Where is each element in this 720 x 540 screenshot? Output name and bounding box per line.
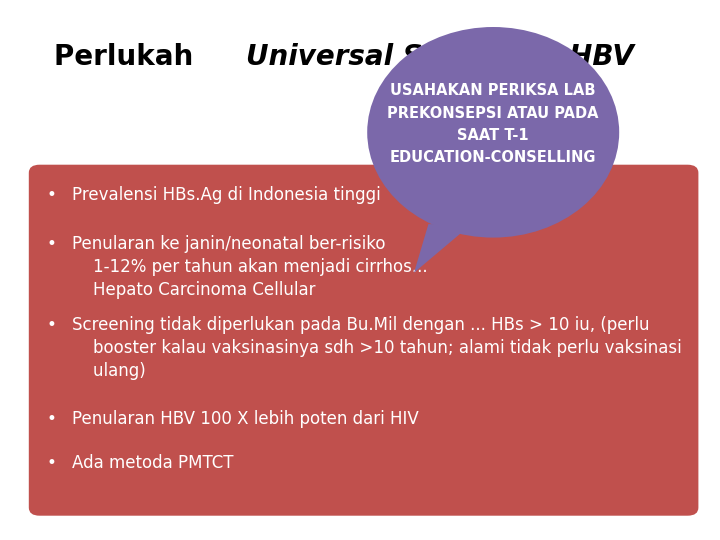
FancyBboxPatch shape xyxy=(29,165,698,516)
Text: Penularan ke janin/neonatal ber-risiko
    1-12% per tahun akan menjadi cirrhos.: Penularan ke janin/neonatal ber-risiko 1… xyxy=(72,235,428,299)
Text: •: • xyxy=(47,316,57,334)
Ellipse shape xyxy=(367,27,619,238)
Text: Penularan HBV 100 X lebih poten dari HIV: Penularan HBV 100 X lebih poten dari HIV xyxy=(72,410,419,428)
Text: •: • xyxy=(47,454,57,471)
Text: Prevalensi HBs.Ag di Indonesia tinggi: Prevalensi HBs.Ag di Indonesia tinggi xyxy=(72,186,381,204)
Text: Screening tidak diperlukan pada Bu.Mil dengan ... HBs > 10 iu, (perlu
    booste: Screening tidak diperlukan pada Bu.Mil d… xyxy=(72,316,682,380)
Text: Ada metoda PMTCT: Ada metoda PMTCT xyxy=(72,454,233,471)
Text: USAHAKAN PERIKSA LAB
PREKONSEPSI ATAU PADA
SAAT T-1
EDUCATION-CONSELLING: USAHAKAN PERIKSA LAB PREKONSEPSI ATAU PA… xyxy=(387,83,599,165)
Text: •: • xyxy=(47,410,57,428)
Text: Universal Screening HBV: Universal Screening HBV xyxy=(246,43,634,71)
Text: •: • xyxy=(47,186,57,204)
Text: •: • xyxy=(47,235,57,253)
Polygon shape xyxy=(414,224,472,273)
Text: Perlukah: Perlukah xyxy=(54,43,203,71)
